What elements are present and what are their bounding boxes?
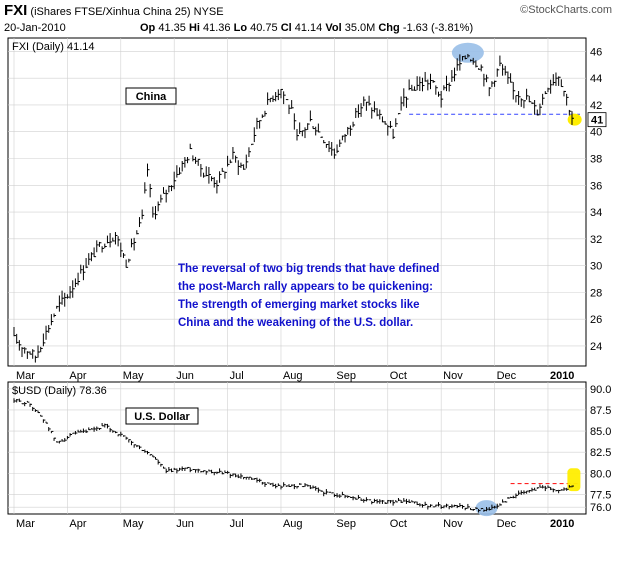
- y-tick-label: 42: [590, 100, 602, 112]
- usd-price-bars: [13, 398, 574, 513]
- x-tick-label: Dec: [497, 518, 517, 530]
- y-tick-label: 40: [590, 127, 602, 139]
- fund-name: (iShares FTSE/Xinhua China 25): [30, 6, 191, 18]
- fxi-price-bars: [13, 53, 574, 363]
- last-value-box: [587, 112, 607, 128]
- usd-label-box: [125, 407, 199, 425]
- high-label: Hi: [188, 22, 200, 34]
- x-tick-label: Apr: [69, 370, 86, 382]
- x-tick-label: Jul: [230, 370, 244, 382]
- x-tick-label: Oct: [390, 370, 407, 382]
- fxi-panel-title: FXI (Daily) 41.14: [12, 41, 95, 53]
- change-value: -1.63 (-3.81%): [402, 22, 474, 34]
- annotation-line-4: China and the weakening of the U.S. doll…: [178, 317, 413, 329]
- quote-row: Op 41.35 Hi 41.36 Lo 40.75 Cl 41.14 Vol …: [140, 22, 473, 34]
- y-tick-label: 38: [590, 153, 602, 165]
- y-tick-label: 82.5: [590, 447, 611, 459]
- usd-panel-title: $USD (Daily) 78.36: [12, 385, 107, 397]
- fxi-x-tick-labels: Mar Apr May Jun Jul Aug Sep Oct Nov Dec 2010: [16, 370, 574, 382]
- y-tick-label: 30: [590, 261, 602, 273]
- change-label: Chg: [378, 22, 400, 34]
- y-tick-label: 28: [590, 287, 602, 299]
- x-tick-label: Mar: [16, 518, 35, 530]
- china-label-box: [125, 87, 177, 105]
- high-value: 41.36: [203, 22, 231, 34]
- low-value: 40.75: [250, 22, 278, 34]
- y-tick-label: 36: [590, 180, 602, 192]
- volume-label: Vol: [325, 22, 342, 34]
- open-label: Op: [140, 22, 156, 34]
- x-tick-label: Nov: [443, 518, 463, 530]
- peak-highlight-circle: [451, 42, 484, 63]
- annotation-line-2: the post-March rally appears to be quick…: [178, 281, 433, 293]
- low-label: Lo: [233, 22, 248, 34]
- symbol: FXI: [4, 2, 28, 19]
- fxi-y-tick-labels: 24 26 28 30 32 34 36 38 40 42 44 46: [590, 46, 602, 353]
- annotation-line-3: The strength of emerging market stocks l…: [178, 299, 420, 311]
- chart-header-line1: FXI (iShares FTSE/Xinhua China 25) NYSE: [4, 2, 224, 19]
- x-tick-label: 2010: [550, 518, 574, 530]
- y-tick-label: 34: [590, 207, 602, 219]
- y-tick-label: 24: [590, 341, 602, 353]
- x-tick-label: May: [123, 518, 144, 530]
- x-tick-label: Sep: [336, 370, 356, 382]
- fxi-gridlines: [8, 38, 586, 366]
- x-tick-label: Jul: [230, 518, 244, 530]
- y-tick-label: 32: [590, 234, 602, 246]
- x-tick-label: Sep: [336, 518, 356, 530]
- x-tick-label: Oct: [390, 518, 407, 530]
- x-tick-label: Jun: [176, 518, 194, 530]
- usd-panel-frame: [7, 381, 587, 515]
- y-tick-label: 44: [590, 73, 602, 85]
- x-tick-label: Mar: [16, 370, 35, 382]
- last-value-label: 41: [591, 115, 603, 127]
- last-price-highlight: [567, 468, 581, 492]
- last-price-highlight: [567, 113, 582, 126]
- y-tick-label: 77.5: [590, 490, 611, 502]
- y-tick-label: 87.5: [590, 405, 611, 417]
- y-tick-label: 46: [590, 46, 602, 58]
- open-value: 41.35: [158, 22, 186, 34]
- usd-y-tick-labels: 90.0 87.5 85.0 82.5 80.0 77.576.0: [590, 384, 611, 514]
- close-value: 41.14: [294, 22, 323, 34]
- x-tick-label: Aug: [283, 370, 303, 382]
- exchange: NYSE: [193, 6, 224, 18]
- brand-watermark: ©StockCharts.com: [520, 4, 612, 16]
- x-tick-label: Nov: [443, 370, 463, 382]
- y-tick-label: 26: [590, 314, 602, 326]
- close-label: Cl: [280, 22, 292, 34]
- y-tick-label: 80.0: [590, 468, 611, 480]
- x-tick-label: Dec: [497, 370, 517, 382]
- y-tick-label: 90.0: [590, 384, 611, 396]
- china-label: China: [136, 91, 167, 103]
- x-tick-label: May: [123, 370, 144, 382]
- x-tick-label: Apr: [69, 518, 86, 530]
- x-tick-label: 2010: [550, 370, 574, 382]
- y-tick-label: 85.0: [590, 426, 611, 438]
- date: 20-Jan-2010: [4, 22, 66, 34]
- usd-x-tick-labels: Mar Apr May Jun Jul Aug Sep Oct Nov Dec 2010: [16, 518, 574, 530]
- usd-label: U.S. Dollar: [134, 411, 190, 423]
- annotation-line-1: The reversal of two big trends that have…: [178, 263, 439, 275]
- chart-header-line2: 20-Jan-2010: [4, 22, 66, 34]
- x-tick-label: Aug: [283, 518, 303, 530]
- volume-value: 35.0M: [344, 22, 376, 34]
- usd-annotations: [475, 468, 581, 517]
- x-tick-label: Jun: [176, 370, 194, 382]
- y-tick-label: 76.0: [590, 502, 611, 514]
